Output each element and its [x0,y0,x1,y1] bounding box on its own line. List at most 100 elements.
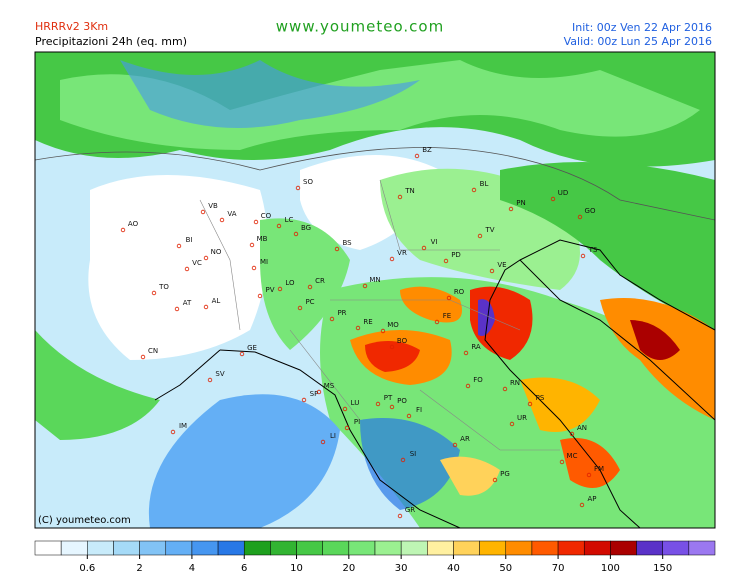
field: Precipitazioni 24h (eq. mm) [35,35,187,48]
city-label: PN [516,199,525,207]
legend-tick-label: 70 [552,563,565,574]
legend-swatch [34,540,62,556]
legend-tick-label: 30 [395,563,408,574]
map-frame [34,51,716,529]
city-dot [342,406,348,412]
city-dot [295,185,301,191]
city-dot [389,404,395,410]
city-dot [465,383,471,389]
city-dot [406,413,412,419]
city-label: PC [305,298,314,306]
city-dot [174,306,180,312]
city-dot [579,502,585,508]
legend-swatch [557,540,585,556]
legend-swatch [505,540,533,556]
city-dot [569,431,575,437]
city-dot [293,231,299,237]
city-dot [446,295,452,301]
legend-swatch [662,540,690,556]
city-dot [334,246,340,252]
city-dot [200,209,206,215]
city-dot [301,397,307,403]
city-dot [414,153,420,159]
legend-swatch [270,540,297,556]
city-dot [203,255,209,261]
city-dot [550,196,556,202]
city-label: IM [179,422,187,430]
legend-swatch [427,540,454,556]
city-label: LO [285,279,295,287]
city-dot [463,350,469,356]
legend-swatch [348,540,376,556]
city-dot [249,242,255,248]
city-dot [257,293,263,299]
city-label: PT [384,394,393,402]
city-label: PS [536,394,545,402]
city-label: AP [587,495,596,503]
init-time: Init: 00z Ven 22 Apr 2016 [572,21,712,34]
city-dot [140,354,146,360]
city-label: PG [500,470,510,478]
city-dot [380,328,386,334]
legend-swatch [322,540,350,556]
city-dot [151,290,157,296]
legend-swatch [453,540,480,556]
city-label: GR [405,506,415,514]
city-dot [329,316,335,322]
legend-tick-label: 0.6 [79,563,95,574]
city-dot [120,227,126,233]
city-dot [362,283,368,289]
legend-tick-label: 4 [189,563,195,574]
city-label: CR [315,277,325,285]
city-label: RA [471,343,481,351]
city-dot [397,513,403,519]
legend-tick-label: 20 [342,563,355,574]
city-dot [320,439,326,445]
city-label: RE [363,318,372,326]
city-label: FI [416,406,422,414]
legend-swatch [636,540,663,556]
city-label: FM [594,465,604,473]
legend-swatch [374,540,402,556]
city-label: BI [186,236,193,244]
city-dot [434,319,440,325]
city-label: TS [588,246,598,254]
legend-swatch [243,540,271,556]
city-label: TO [158,283,169,291]
city-dot [277,286,283,292]
city-dot [239,351,245,357]
legend-swatch [610,540,637,556]
legend-tick-label: 40 [447,563,460,574]
city-label: MS [324,382,335,390]
city-dot [184,266,190,272]
city-dot [307,284,313,290]
city-label: PD [451,251,461,259]
city-dot [527,401,533,407]
city-label: AR [460,435,470,443]
legend-tick-label: 10 [290,563,303,574]
city-label: MC [567,452,578,460]
city-label: GO [585,207,596,215]
city-label: BG [301,224,311,232]
city-label: SV [215,370,224,378]
city-label: RO [454,288,465,296]
city-label: FO [473,376,483,384]
city-label: VB [208,202,218,210]
city-label: TN [404,187,415,195]
city-label: LC [285,216,294,224]
city-label: VC [192,259,202,267]
city-dot [203,304,209,310]
color-legend: 0.6 2 4 6 10 20 30 40 50 70 100 150 [34,540,716,574]
city-dot [580,253,586,259]
city-label: MB [257,235,268,243]
legend-swatch [479,540,507,556]
city-dot [400,457,406,463]
legend-swatch [165,540,193,556]
city-dot [586,472,592,478]
city-dot [297,305,303,311]
city-dot [176,243,182,249]
city-dot [471,187,477,193]
city-dot [316,389,322,395]
city-label: GE [247,344,257,352]
city-dot [253,219,259,225]
